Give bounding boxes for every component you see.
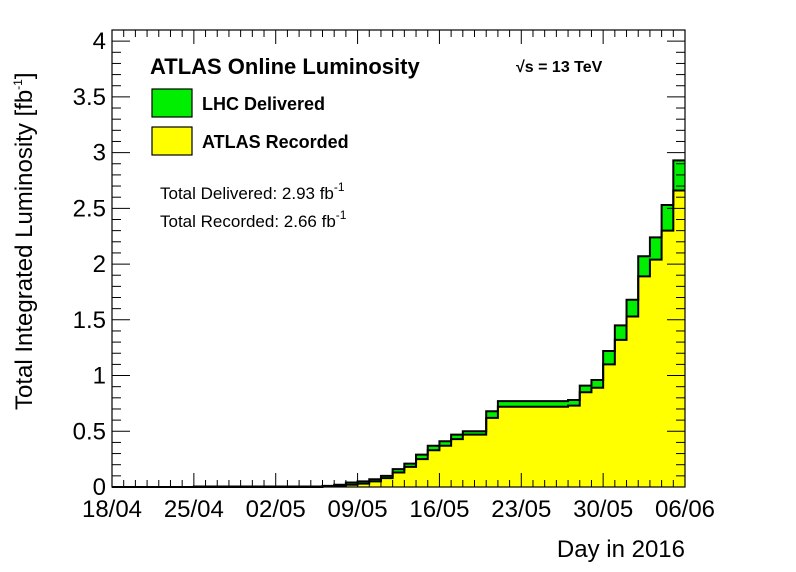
x-tick-label: 06/06 (655, 496, 715, 523)
x-tick-label: 02/05 (246, 496, 306, 523)
axis-ticks (111, 29, 686, 488)
legend-label-delivered: LHC Delivered (202, 94, 325, 114)
y-tick-label: 0 (93, 474, 106, 501)
total-delivered-annotation: Total Delivered: 2.93 fb-1 (160, 180, 345, 203)
y-tick-label: 1.5 (73, 307, 106, 334)
total-recorded-sup: -1 (336, 208, 347, 222)
total-recorded-text: Total Recorded: 2.66 fb (160, 212, 336, 231)
y-tick-label: 2.5 (73, 195, 106, 222)
x-tick-label: 25/04 (164, 496, 224, 523)
total-recorded-annotation: Total Recorded: 2.66 fb-1 (160, 208, 347, 231)
chart-title: ATLAS Online Luminosity (150, 54, 420, 79)
x-tick-label: 18/04 (82, 496, 142, 523)
y-tick-label: 0.5 (73, 418, 106, 445)
series-fills (112, 160, 685, 487)
legend-label-recorded: ATLAS Recorded (202, 132, 349, 152)
total-delivered-sup: -1 (334, 180, 345, 194)
legend-swatch-delivered (151, 88, 193, 118)
x-axis-title: Day in 2016 (557, 536, 685, 563)
energy-label: √s = 13 TeV (516, 59, 603, 76)
y-tick-label: 2 (93, 251, 106, 278)
x-tick-labels: 18/04 25/04 02/05 09/05 16/05 23/05 30/05 06/06 (82, 496, 715, 523)
series-fill-1 (112, 190, 685, 487)
y-axis-title-sup: -1 (11, 79, 25, 90)
y-axis-title-close: ] (11, 72, 38, 79)
total-delivered-text: Total Delivered: 2.93 fb (160, 184, 334, 203)
y-tick-label: 3.5 (73, 84, 106, 111)
y-tick-labels: 0 0.5 1 1.5 2 2.5 3 3.5 4 (73, 28, 106, 501)
y-tick-label: 4 (93, 28, 106, 55)
x-tick-label: 23/05 (491, 496, 551, 523)
y-tick-label: 3 (93, 140, 106, 167)
series-fill-0 (112, 160, 685, 487)
x-tick-label: 16/05 (409, 496, 469, 523)
plot-frame (111, 29, 686, 488)
y-axis-title-main: Total Integrated Luminosity [fb (11, 90, 38, 410)
x-tick-label: 30/05 (573, 496, 633, 523)
y-tick-label: 1 (93, 363, 106, 390)
y-axis-title: Total Integrated Luminosity [fb-1] (11, 72, 38, 410)
legend-swatch-recorded (151, 126, 193, 156)
x-tick-label: 09/05 (328, 496, 388, 523)
